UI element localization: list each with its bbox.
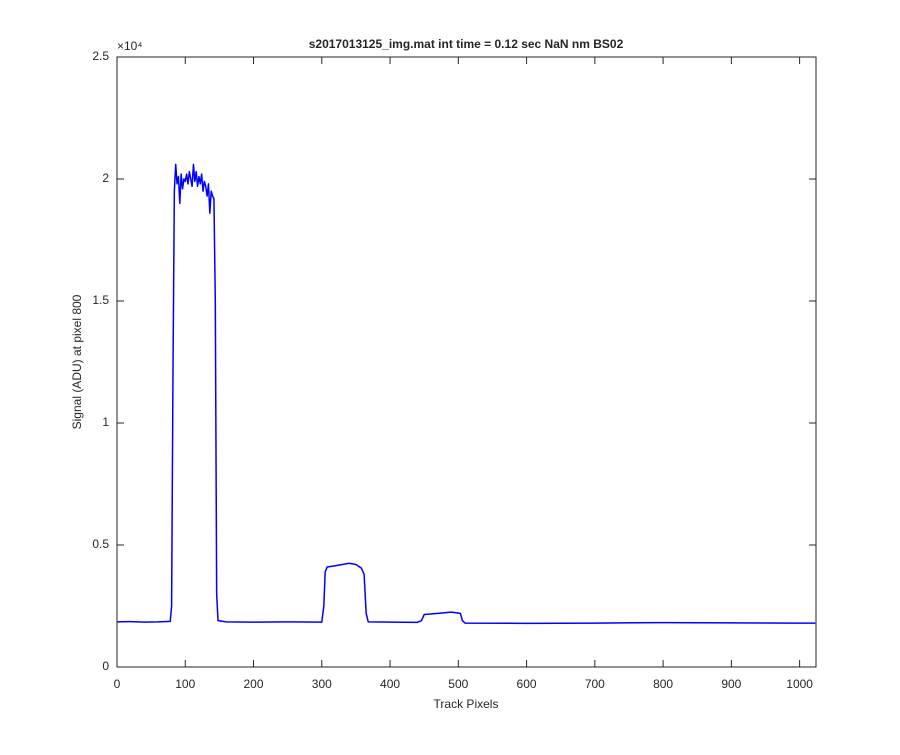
plot-background — [117, 57, 816, 667]
x-tick-label: 600 — [517, 677, 537, 691]
y-axis-label: Signal (ADU) at pixel 800 — [70, 294, 84, 429]
x-tick-label: 300 — [312, 677, 332, 691]
y-tick-label: 0.5 — [92, 537, 109, 551]
x-tick-label: 500 — [448, 677, 468, 691]
x-tick-label: 100 — [175, 677, 195, 691]
x-tick-label: 200 — [244, 677, 264, 691]
y-tick-label: 2 — [102, 171, 109, 185]
axes-box — [116, 56, 817, 668]
chart-title: s2017013125_img.mat int time = 0.12 sec … — [309, 37, 624, 51]
x-tick-label: 900 — [721, 677, 741, 691]
x-tick-label: 1000 — [786, 677, 813, 691]
data-line — [116, 163, 816, 625]
y-tick-label: 1.5 — [92, 293, 109, 307]
x-tick-label: 400 — [380, 677, 400, 691]
y-tick-label: 1 — [102, 415, 109, 429]
x-tick-label: 0 — [114, 677, 121, 691]
x-tick-label: 800 — [653, 677, 673, 691]
x-axis-label: Track Pixels — [434, 697, 499, 711]
x-tick-label: 700 — [585, 677, 605, 691]
y-exponent: ×10⁴ — [117, 39, 143, 53]
y-tick-label: 2.5 — [92, 49, 109, 63]
y-tick-label: 0 — [102, 659, 109, 673]
